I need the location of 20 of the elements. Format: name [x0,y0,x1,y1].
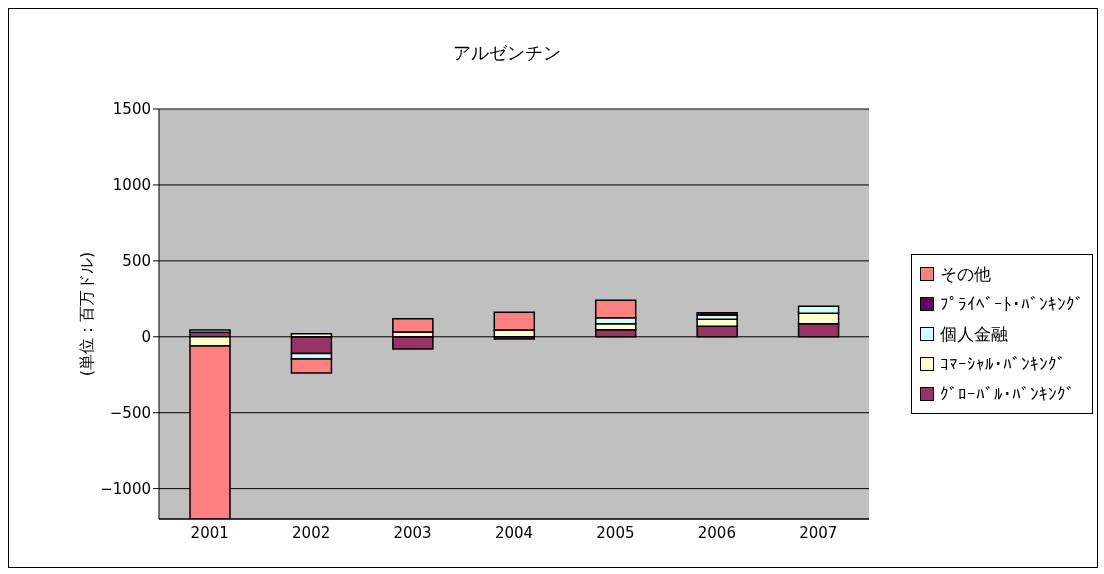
legend-label: ｺﾏｰｼｬﾙ･ﾊﾞﾝｷﾝｸﾞ [940,354,1066,374]
x-tick-label: 2003 [393,523,432,542]
y-tick-label: 1500 [112,100,151,119]
x-tick-label: 2005 [596,523,635,542]
legend-label: ｸﾞﾛｰﾊﾞﾙ･ﾊﾞﾝｷﾝｸﾞ [940,384,1075,404]
y-axis-title: (単位：百万ドル) [76,251,96,377]
y-tick-label: 0 [141,328,151,347]
legend-label: 個人金融 [940,322,1008,346]
y-tick-label: 500 [122,252,151,271]
x-tick-label: 2007 [799,523,838,542]
legend-label: ﾌﾟﾗｲﾍﾞｰﾄ･ﾊﾞﾝｷﾝｸﾞ [940,294,1084,314]
legend-label: その他 [940,262,991,286]
y-tick-label: −1000 [100,479,151,498]
chart-title: アルゼンチン [451,41,562,65]
x-tick-label: 2002 [292,523,331,542]
y-tick-label: 1000 [112,176,151,195]
x-tick-label: 2001 [190,523,229,542]
x-tick-label: 2004 [494,523,534,542]
x-tick-label: 2006 [697,523,736,542]
y-tick-label: −500 [109,404,151,423]
